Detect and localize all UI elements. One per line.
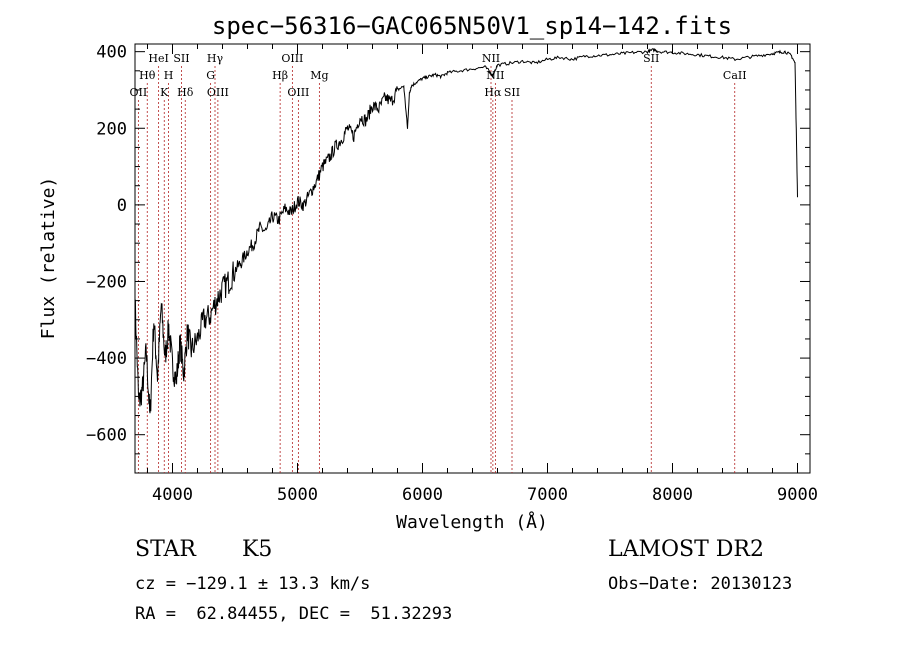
line-label: SII (173, 52, 189, 65)
spectrum-series-line (134, 47, 798, 414)
line-label: CaII (723, 69, 747, 82)
line-label: OIII (287, 86, 309, 99)
x-axis: 4000 5000 6000 7000 8000 9000 (147, 44, 818, 505)
line-label: HeI (148, 52, 168, 65)
line-label: Hδ (177, 86, 194, 99)
line-label: OIII (281, 52, 303, 65)
y-tick-label: −600 (86, 426, 127, 446)
line-labels: OIIHθHeIKHSIIHδHγGOIIIHβOIIIOIIIMgNIINII… (130, 52, 747, 99)
x-tick-label: 4000 (152, 485, 193, 505)
line-label: NII (482, 52, 500, 65)
line-markers (137, 66, 736, 473)
line-label: H (164, 69, 174, 82)
y-axis: −600 −400 −200 0 200 400 (86, 43, 810, 474)
line-label: K (160, 86, 169, 99)
x-axis-label: Wavelength (Å) (396, 511, 548, 533)
y-tick-label: −400 (86, 349, 127, 369)
coordinates: RA = 62.84455, DEC = 51.32293 (135, 604, 453, 624)
subclass-label: K5 (242, 537, 273, 562)
chart-title: spec−56316−GAC065N50V1_sp14−142.fits (212, 12, 732, 40)
y-tick-label: 200 (96, 119, 127, 139)
line-label: Hβ (272, 69, 288, 82)
line-label: OII (130, 86, 148, 99)
y-tick-label: −200 (86, 272, 127, 292)
line-label: OIII (207, 86, 229, 99)
line-label: SII (504, 86, 520, 99)
obs-date: Obs−Date: 20130123 (608, 574, 793, 594)
y-tick-label: 400 (96, 43, 127, 63)
x-tick-label: 7000 (527, 485, 568, 505)
line-label: Hθ (139, 69, 156, 82)
line-label: G (206, 69, 215, 82)
x-tick-label: 6000 (402, 485, 443, 505)
x-tick-label: 5000 (277, 485, 318, 505)
x-tick-label: 9000 (777, 485, 818, 505)
class-label: STAR (135, 537, 196, 562)
line-label: Hα (484, 86, 502, 99)
cz-value: cz = −129.1 ± 13.3 km/s (135, 574, 371, 594)
line-label: Mg (310, 69, 328, 82)
x-tick-label: 8000 (652, 485, 693, 505)
survey-label: LAMOST DR2 (608, 537, 764, 562)
y-axis-label: Flux (relative) (38, 177, 59, 340)
spectrum-chart: spec−56316−GAC065N50V1_sp14−142.fits OII… (38, 12, 818, 533)
line-label: Hγ (207, 52, 224, 65)
plot-frame (134, 43, 811, 474)
line-label: SII (643, 52, 659, 65)
y-tick-label: 0 (117, 196, 127, 216)
